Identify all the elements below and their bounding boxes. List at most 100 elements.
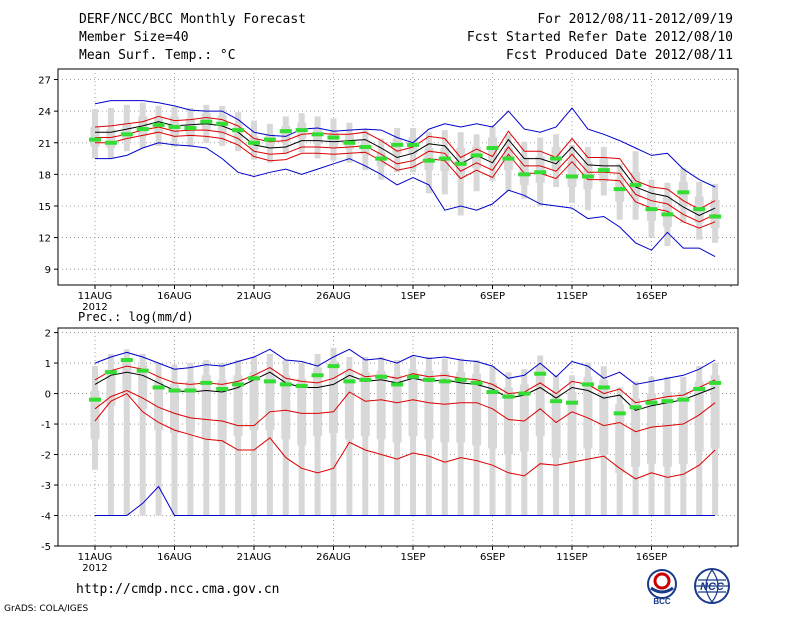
grads-credit: GrADS: COLA/IGES <box>4 604 89 614</box>
y-tick-label: -1 <box>41 420 51 431</box>
lower-line <box>95 126 716 223</box>
green-mark <box>104 140 117 145</box>
green-mark <box>502 156 515 161</box>
box-iqr <box>615 404 625 473</box>
green-mark <box>613 187 626 192</box>
variable-label: Mean Surf. Temp.: °C <box>79 48 236 63</box>
green-mark <box>200 380 213 385</box>
box-iqr <box>313 367 323 437</box>
green-mark <box>502 394 515 399</box>
y-tick-label: -3 <box>41 481 51 492</box>
box-iqr <box>488 382 497 449</box>
x-tick-label: 6SEP <box>480 552 505 563</box>
box-iqr <box>647 193 656 221</box>
box-whisker <box>410 356 416 516</box>
forecast-period: For 2012/08/11-2012/09/19 <box>537 12 733 27</box>
green-mark <box>152 122 165 127</box>
panel-1: -5 -4 -3 -2 -1 0 1 2 11AUG 16AUG 21AUG 26AUG 1SEP 6SE… <box>41 327 739 574</box>
green-mark <box>597 168 610 173</box>
box-iqr <box>567 392 577 461</box>
lower2-line <box>95 131 716 229</box>
box-iqr <box>329 361 338 434</box>
box-iqr <box>154 381 164 431</box>
box-iqr <box>329 132 338 147</box>
green-mark <box>407 142 419 147</box>
green-mark <box>279 382 292 387</box>
green-mark <box>454 161 467 166</box>
box-iqr <box>583 376 593 449</box>
ensemble-mean-line <box>94 371 716 411</box>
box-iqr <box>567 159 577 188</box>
green-mark <box>454 377 467 382</box>
box-whisker <box>139 353 146 516</box>
box-iqr <box>647 393 656 464</box>
box-iqr <box>551 390 561 458</box>
green-mark <box>709 214 722 219</box>
green-mark <box>248 140 260 145</box>
x-tick-label: 11AUG <box>78 552 113 563</box>
green-mark <box>661 212 674 217</box>
plot-frame <box>57 327 739 547</box>
green-mark <box>470 153 483 158</box>
green-mark <box>613 411 626 416</box>
green-mark <box>359 377 372 382</box>
box-iqr <box>201 375 211 440</box>
green-mark <box>550 399 563 404</box>
green-mark <box>89 397 101 402</box>
box-iqr <box>233 375 243 437</box>
x-tick-label: 16AUG <box>157 552 192 563</box>
box-whisker <box>187 363 194 516</box>
x-tick-label: 16AUG <box>157 291 192 302</box>
x-tick-label: 6SEP <box>480 291 505 302</box>
box-iqr <box>599 379 609 455</box>
box-iqr <box>122 360 132 397</box>
box-iqr <box>185 381 195 434</box>
green-mark <box>645 207 658 212</box>
green-mark <box>89 137 101 142</box>
x-tick-label: 26AUG <box>316 291 351 302</box>
green-mark <box>104 370 117 375</box>
member-size: Member Size=40 <box>79 30 189 45</box>
y-tick-label: 21 <box>38 139 51 150</box>
ensemble-max-line <box>94 348 716 385</box>
lower-line <box>94 389 716 433</box>
box-iqr <box>424 370 434 440</box>
ensemble-max-line <box>94 100 716 188</box>
box-iqr <box>90 126 100 147</box>
upper-line <box>94 115 716 210</box>
box-iqr <box>631 398 641 467</box>
ensemble-min-line <box>95 142 716 258</box>
box-iqr <box>281 375 291 440</box>
x-tick-label: 21AUG <box>237 291 272 302</box>
box-whisker <box>266 353 273 516</box>
box-iqr <box>710 199 720 229</box>
green-mark <box>693 207 706 212</box>
green-mark <box>518 391 531 396</box>
source-url[interactable]: http://cmdp.ncc.cma.gov.cn <box>76 582 280 597</box>
x-tick-label: 16SEP <box>636 552 667 563</box>
box-iqr <box>662 392 672 467</box>
box-iqr <box>535 156 545 183</box>
bcc-logo: BCC <box>647 569 677 606</box>
green-mark <box>422 377 435 382</box>
green-mark <box>407 374 419 379</box>
box-iqr <box>344 372 354 440</box>
year-label: 2012 <box>82 563 107 574</box>
box-iqr <box>90 390 100 440</box>
box-iqr <box>265 372 275 431</box>
green-mark <box>232 382 245 387</box>
ncc-logo: NCC <box>694 568 730 604</box>
green-mark <box>200 119 213 124</box>
y-tick-label: 2 <box>45 329 51 340</box>
green-mark <box>566 174 578 179</box>
box-iqr <box>440 372 450 443</box>
green-mark <box>216 386 229 391</box>
y-tick-label: -4 <box>41 512 51 523</box>
green-mark <box>438 379 451 384</box>
chart-title: DERF/NCC/BCC Monthly Forecast <box>79 12 306 27</box>
forecast-start-date: Fcst Started Refer Date 2012/08/10 <box>466 30 733 45</box>
green-mark <box>629 405 642 410</box>
green-mark <box>566 400 578 405</box>
box-iqr <box>472 373 482 446</box>
box-iqr <box>408 369 418 437</box>
